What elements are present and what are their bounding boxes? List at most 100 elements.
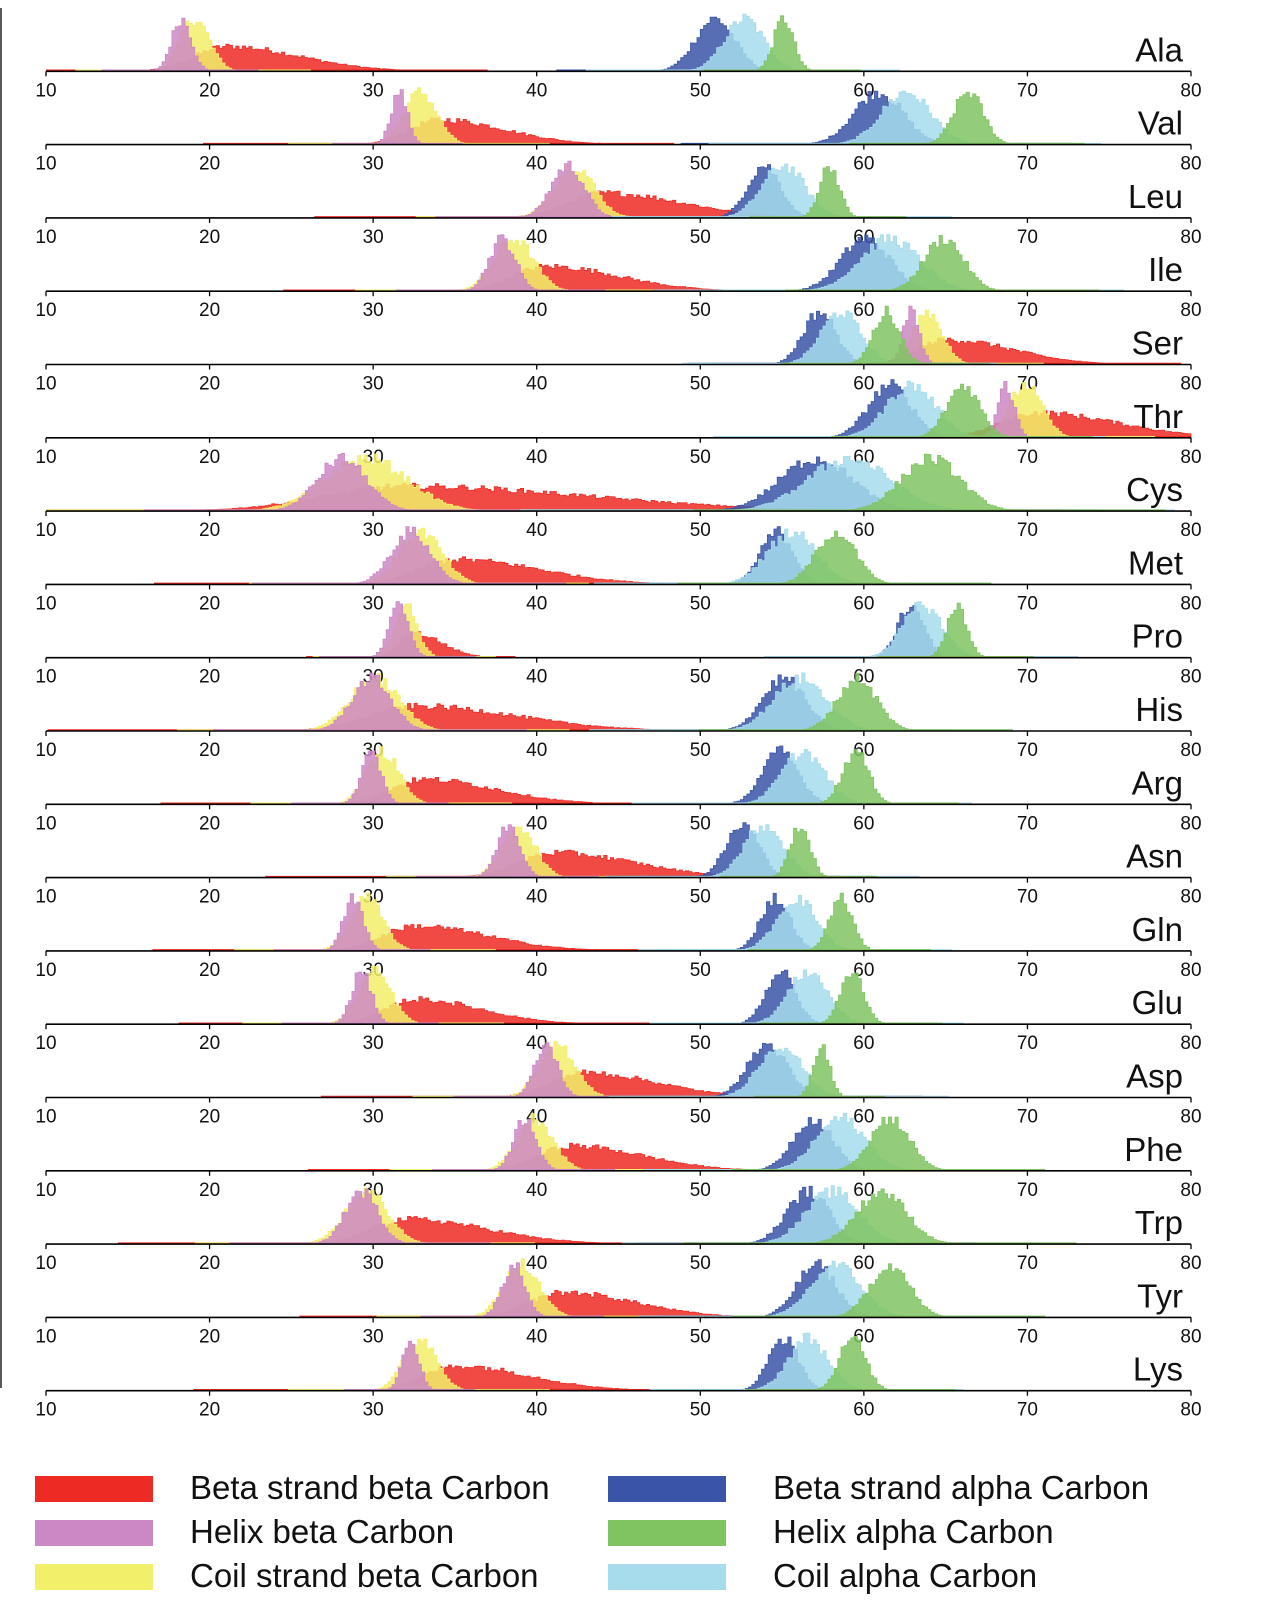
x-tick-label: 80	[1180, 447, 1201, 468]
x-tick-label: 20	[199, 740, 220, 761]
x-tick-label: 30	[363, 1400, 384, 1421]
x-tick-label: 50	[690, 813, 711, 834]
x-tick-label: 20	[199, 1107, 220, 1128]
x-tick-label: 10	[35, 1180, 56, 1201]
panel-pro: 1020304050607080Pro	[35, 601, 1202, 688]
residue-label: Ile	[1148, 251, 1183, 288]
x-tick-label: 70	[1017, 887, 1038, 908]
legend-label: Coil strand beta Carbon	[190, 1557, 539, 1594]
x-tick-label: 30	[363, 374, 384, 395]
x-tick-label: 70	[1017, 813, 1038, 834]
x-tick-label: 20	[199, 1253, 220, 1274]
x-tick-label: 80	[1180, 1253, 1201, 1274]
x-tick-label: 50	[690, 1033, 711, 1054]
x-tick-label: 40	[526, 80, 547, 101]
panel-val: 10 20 30 40 50 60 70 80 Val	[35, 87, 1202, 175]
x-tick-label: 50	[690, 1180, 711, 1201]
x-tick-label: 20	[199, 300, 220, 321]
x-tick-label: 10	[35, 1107, 56, 1128]
x-tick-label: 20	[199, 813, 220, 834]
x-tick-label: 70	[1017, 740, 1038, 761]
x-tick-label: 40	[526, 887, 547, 908]
x-tick-label: 80	[1180, 227, 1201, 248]
panel-trp: 10 20 30 40 50 60 70 80 Trp	[35, 1185, 1202, 1274]
x-tick-label: 50	[690, 593, 711, 614]
x-tick-label: 30	[363, 520, 384, 541]
x-tick-label: 80	[1180, 1033, 1201, 1054]
x-tick-label: 60	[853, 1400, 874, 1421]
x-tick-label: 70	[1017, 960, 1038, 981]
x-tick-label: 60	[853, 593, 874, 614]
x-tick-label: 10	[35, 740, 56, 761]
residue-label: Glu	[1132, 984, 1183, 1021]
x-tick-label: 50	[690, 374, 711, 395]
x-tick-label: 50	[690, 1400, 711, 1421]
x-tick-label: 50	[690, 447, 711, 468]
residue-label: Phe	[1124, 1131, 1183, 1168]
x-tick-label: 30	[363, 80, 384, 101]
x-tick-label: 70	[1017, 1253, 1038, 1274]
residue-label: Leu	[1128, 178, 1183, 215]
x-tick-label: 70	[1017, 447, 1038, 468]
x-tick-label: 10	[35, 887, 56, 908]
x-tick-label: 70	[1017, 1033, 1038, 1054]
x-tick-label: 70	[1017, 1180, 1038, 1201]
x-tick-label: 40	[526, 1326, 547, 1347]
x-tick-label: 70	[1017, 593, 1038, 614]
panel-phe: 1020304050607080Phe	[35, 1112, 1202, 1201]
x-tick-label: 60	[853, 1180, 874, 1201]
panel-cys: 10 20 30 40 50 60 70 80 Cys	[35, 453, 1202, 541]
x-tick-label: 80	[1180, 374, 1201, 395]
histogram-beta-cb	[207, 702, 677, 732]
residue-label: Trp	[1135, 1204, 1183, 1241]
residue-label: Cys	[1126, 471, 1183, 508]
x-tick-label: 70	[1017, 1400, 1038, 1421]
x-tick-label: 10	[35, 667, 56, 688]
x-tick-label: 10	[35, 960, 56, 981]
x-tick-label: 20	[199, 520, 220, 541]
x-tick-label: 50	[690, 154, 711, 175]
residue-label: Asn	[1126, 838, 1183, 875]
x-tick-label: 60	[853, 520, 874, 541]
x-tick-label: 40	[526, 740, 547, 761]
x-tick-label: 80	[1180, 300, 1201, 321]
x-tick-label: 80	[1180, 960, 1201, 981]
x-tick-label: 30	[363, 154, 384, 175]
x-tick-label: 20	[199, 374, 220, 395]
x-tick-label: 10	[35, 1033, 56, 1054]
x-tick-label: 20	[199, 1033, 220, 1054]
x-tick-label: 10	[35, 1326, 56, 1347]
x-tick-label: 40	[526, 667, 547, 688]
histogram-beta-cb	[285, 556, 672, 585]
x-tick-label: 40	[526, 593, 547, 614]
x-tick-label: 80	[1180, 80, 1201, 101]
x-tick-label: 30	[363, 593, 384, 614]
chart-legend: Beta strand beta Carbon Helix beta Carbo…	[0, 1469, 1267, 1606]
residue-label: Val	[1138, 105, 1183, 142]
x-tick-label: 80	[1180, 1107, 1201, 1128]
x-tick-label: 40	[526, 520, 547, 541]
x-tick-label: 10	[35, 374, 56, 395]
x-tick-label: 20	[199, 227, 220, 248]
panel-arg: 10 20 30 40 50 60 70 80 Arg	[35, 745, 1202, 834]
residue-label: Lys	[1133, 1351, 1183, 1388]
x-tick-label: 30	[363, 1107, 384, 1128]
histogram-beta-cb	[414, 1290, 749, 1318]
x-tick-label: 60	[853, 887, 874, 908]
x-tick-label: 10	[35, 300, 56, 321]
x-tick-label: 80	[1180, 520, 1201, 541]
x-tick-label: 80	[1180, 593, 1201, 614]
x-tick-label: 40	[526, 1180, 547, 1201]
x-tick-label: 80	[1180, 740, 1201, 761]
x-tick-label: 40	[526, 1253, 547, 1274]
x-tick-label: 70	[1017, 667, 1038, 688]
x-tick-label: 60	[853, 154, 874, 175]
legend-label: Beta strand alpha Carbon	[773, 1469, 1150, 1506]
panel-ile: 10 20 30 40 50 60 70 80 Ile	[35, 234, 1202, 321]
x-tick-label: 10	[35, 593, 56, 614]
x-tick-label: 60	[853, 300, 874, 321]
residue-label: Tyr	[1137, 1277, 1183, 1314]
